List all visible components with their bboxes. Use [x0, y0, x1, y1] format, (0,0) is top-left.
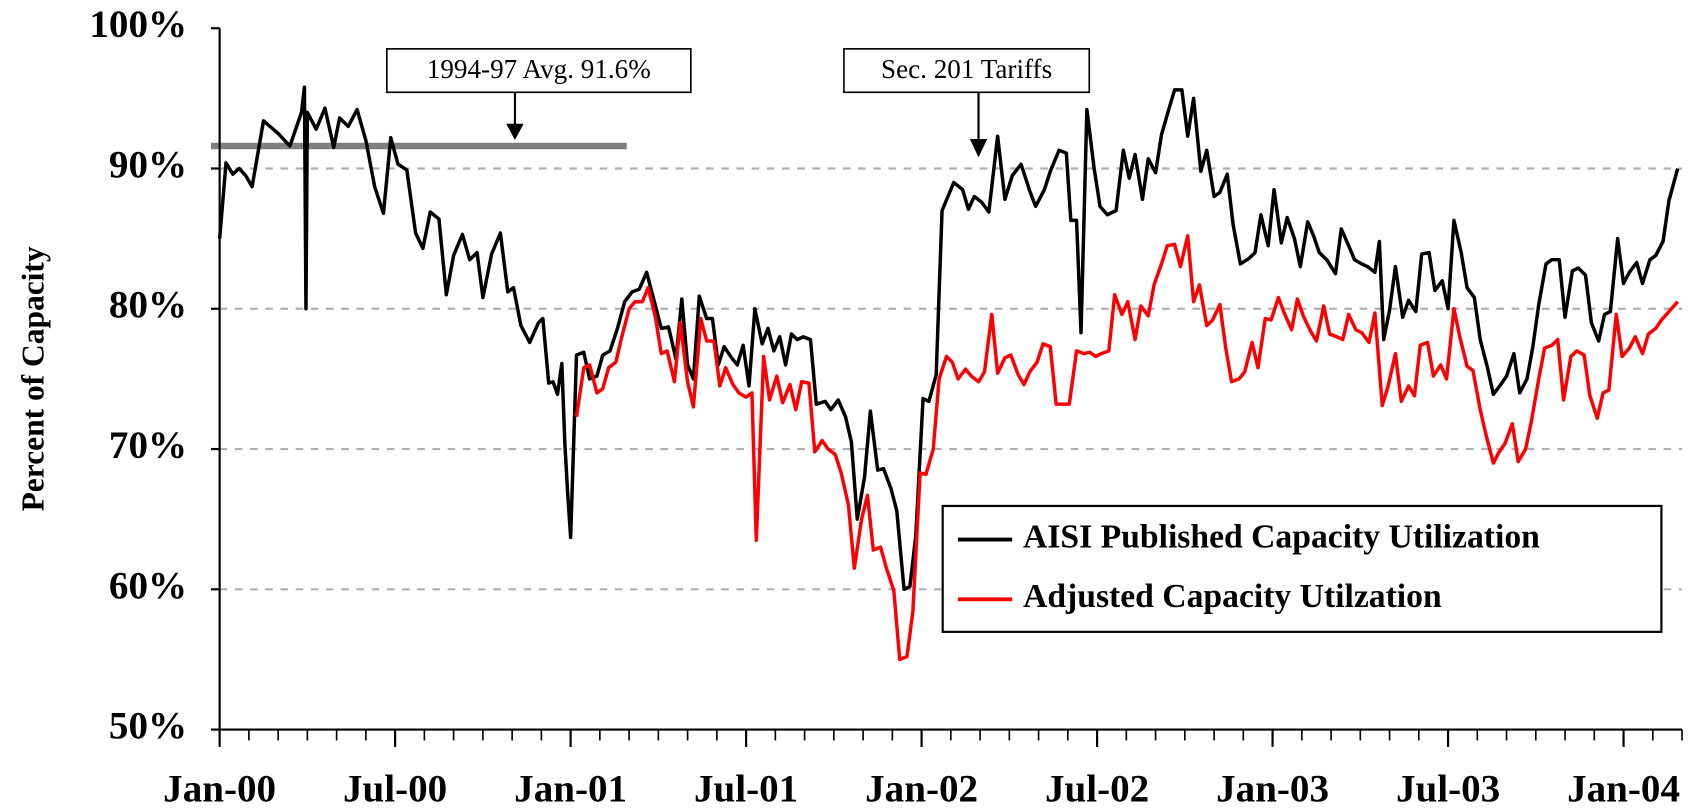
axes: 50% 60% 70% 80% 90% 100% Jan-00 Jul-00 Jan-01 Jul…	[89, 3, 1683, 811]
series-line	[574, 234, 1679, 662]
legend-label: AISI Published Capacity Utilization	[1023, 518, 1540, 555]
annotations: 1994-97 Avg. 91.6% Sec. 201 Tariffs	[386, 48, 1091, 158]
series-lines	[217, 85, 1680, 662]
x-tick-label: Jul-03	[1396, 768, 1500, 811]
x-tick-label: Jan-04	[1567, 768, 1680, 811]
y-tick-label: 80%	[109, 284, 187, 327]
x-tick-label: Jan-00	[163, 768, 276, 811]
legend-box	[941, 504, 1663, 633]
x-tick-label: Jul-00	[343, 768, 447, 811]
y-tick-label: 60%	[109, 564, 187, 607]
x-tick-label: Jan-01	[514, 768, 627, 811]
y-axis-label: Percent of Capacity	[15, 246, 50, 511]
y-tick-label: 100%	[89, 3, 187, 46]
arrow-head	[506, 123, 524, 141]
y-tick-label: 50%	[109, 705, 187, 748]
annotation-box	[843, 48, 1091, 94]
x-tick-label: Jul-02	[1045, 768, 1149, 811]
x-tick-label: Jul-01	[694, 768, 798, 811]
annotation: Sec. 201 Tariffs	[881, 54, 1052, 84]
x-tick-label: Jan-03	[1216, 768, 1329, 811]
legend: AISI Published Capacity Utilization Adjus…	[941, 504, 1663, 633]
legend-label: Adjusted Capacity Utilzation	[1023, 578, 1442, 615]
annotation: 1994-97 Avg. 91.6%	[427, 54, 651, 84]
arrow-head	[969, 138, 988, 158]
series-line	[217, 85, 1680, 592]
y-tick-label: 90%	[109, 143, 187, 186]
y-tick-label: 70%	[109, 424, 187, 467]
annotation-box	[386, 48, 692, 94]
x-tick-label: Jan-02	[865, 768, 978, 811]
